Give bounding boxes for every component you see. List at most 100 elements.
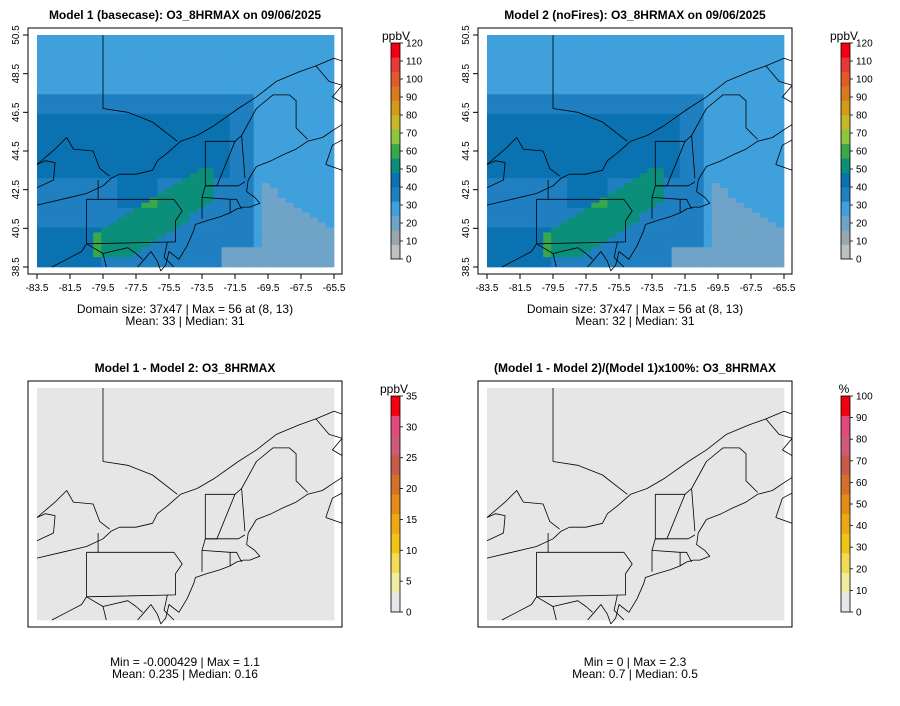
heatmap-cell [703,128,713,135]
heatmap-cell [133,536,142,542]
heatmap-cell [53,521,62,527]
heatmap-cell [583,227,592,233]
heatmap-cell [591,138,600,144]
heatmap-cell [229,143,239,149]
heatmap-cell [591,128,600,135]
heatmap-cell [85,491,94,497]
heatmap-cell [767,168,777,174]
heatmap-cell [631,183,640,189]
heatmap-cell [269,44,279,51]
heatmap-cell [269,452,279,458]
heatmap-cell [149,227,158,233]
heatmap-cell [623,227,632,233]
heatmap-cell [237,437,247,443]
heatmap-cell [117,252,126,258]
heatmap-cell [85,545,94,552]
heatmap-cell [727,35,737,41]
heatmap-cell [253,422,263,428]
heatmap-cell [197,541,206,547]
heatmap-cell [237,452,247,458]
heatmap-cell [599,59,608,65]
heatmap-cell [77,417,86,423]
heatmap-cell [567,118,576,125]
colorbar-tick-label: 40 [856,183,868,194]
heatmap-cell [575,163,584,169]
heatmap-cell [309,407,319,414]
heatmap-cell [615,74,624,80]
heatmap-cell [37,168,46,174]
heatmap-cell [277,541,287,547]
panel-model2-nofires: Model 2 (noFires): O3_8HRMAX on 09/06/20… [461,8,873,328]
heatmap-cell [671,148,680,154]
heatmap-cell [213,392,222,399]
heatmap-cell [727,173,737,179]
heatmap-cell [85,427,94,433]
heatmap-cell [261,207,271,214]
heatmap-cell [317,252,327,258]
heatmap-cell [181,402,190,409]
heatmap-cell [101,79,110,85]
heatmap-cell [141,501,150,507]
heatmap-cell [53,133,62,140]
heatmap-cell [125,118,134,125]
heatmap-cell [93,555,102,562]
heatmap-cell [309,417,319,423]
heatmap-cell [109,39,118,46]
heatmap-cell [655,237,664,243]
heatmap-cell [655,212,664,218]
heatmap-cell [535,173,544,179]
heatmap-cell [117,94,126,100]
heatmap-cell [181,442,190,448]
heatmap-cell [495,168,504,174]
heatmap-cell [559,222,568,228]
heatmap-cell [69,422,78,428]
heatmap-cell [101,212,110,218]
heatmap-cell [141,138,150,144]
heatmap-cell [53,555,62,562]
heatmap-cell [133,168,142,174]
heatmap-cell [173,402,182,409]
heatmap-cell [575,109,584,115]
heatmap-cell [519,54,528,61]
heatmap-cell [77,550,86,557]
heatmap-cell [181,262,190,268]
heatmap-cell [647,54,656,61]
heatmap-cell [173,247,182,253]
heatmap-cell [45,491,54,497]
heatmap-cell [277,462,287,468]
heatmap-cell [599,138,608,144]
heatmap-cell [325,257,335,263]
heatmap-cell [133,392,142,399]
heatmap-cell [61,407,70,414]
heatmap-cell [69,59,78,65]
heatmap-cell [221,69,230,75]
heatmap-cell [543,89,552,95]
heatmap-cell [503,173,512,179]
heatmap-cell [85,143,94,149]
heatmap-cell [703,84,713,90]
heatmap-cell [61,501,70,507]
heatmap-cell [767,59,777,65]
heatmap-cell [53,427,62,433]
heatmap-cell [45,64,54,70]
heatmap-cell [37,247,46,253]
heatmap-cell [77,227,86,233]
heatmap-cell [165,59,174,65]
heatmap-cell [503,79,512,85]
heatmap-cell [285,237,295,243]
heatmap-cell [511,262,520,268]
heatmap-cell [647,148,656,154]
heatmap-cell [743,163,753,169]
heatmap-cell [109,44,118,51]
heatmap-cell [277,521,287,527]
heatmap-cell [495,133,504,140]
boundary-path [205,94,308,142]
heatmap-cell [181,143,190,149]
heatmap-cell [141,227,150,233]
heatmap-cell [695,64,705,70]
heatmap-cell [45,501,54,507]
boundary-path [486,160,506,189]
heatmap-cell [631,197,640,204]
heatmap-cell [631,153,640,159]
heatmap-cell [695,202,705,209]
